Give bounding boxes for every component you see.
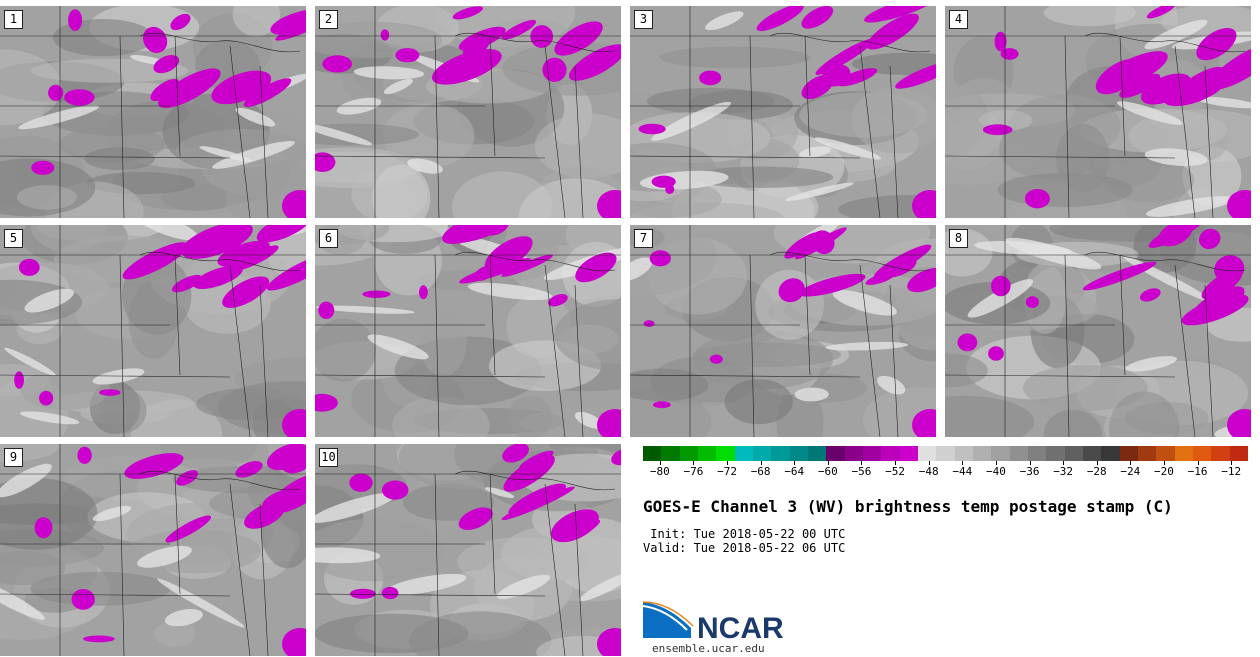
colorbar-tick-label: −28 [1086,465,1107,478]
colorbar-swatch [679,446,698,461]
colorbar-swatch [862,446,882,461]
colorbar-tick-mark [693,461,695,465]
colorbar-tick-label: −16 [1187,465,1208,478]
colorbar-tick-mark [962,461,964,465]
colorbar-tick-label: −44 [952,465,973,478]
ensemble-member-panel: 2 [315,6,621,218]
colorbar-tick-label: −40 [985,465,1006,478]
colorbar-tick-label: −80 [649,465,670,478]
colorbar-tick-mark [727,461,729,465]
colorbar-swatch [807,446,827,461]
colorbar-tick-label: −32 [1053,465,1074,478]
colorbar-swatch [917,446,937,461]
panel-number-label: 9 [4,448,23,467]
panel-number-label: 5 [4,229,23,248]
colorbar-swatch [716,446,735,461]
panel-number-label: 3 [634,10,653,29]
colorbar-tick-mark [995,461,997,465]
colorbar-swatch [697,446,717,461]
colorbar-swatch [826,446,845,461]
colorbar-swatch [936,446,955,461]
colorbar-tick-label: −64 [784,465,805,478]
panel-number-label: 7 [634,229,653,248]
ensemble-member-panel: 5 [0,225,306,437]
colorbar-swatch [1101,446,1120,461]
colorbar-swatch [954,446,973,461]
ncar-logo: NCAR [642,600,793,645]
colorbar-tick-label: −72 [717,465,737,478]
colorbar-tick-label: −60 [817,465,838,478]
colorbar-swatch [1156,446,1175,461]
colorbar-swatch [899,446,918,461]
colorbar-tick-mark [1096,461,1098,465]
colorbar-tick-mark [1197,461,1199,465]
colorbar-tick-mark [827,461,829,465]
colorbar-tick-mark [1063,461,1065,465]
colorbar-swatch [734,446,753,461]
panel-number-label: 4 [949,10,968,29]
colorbar-swatch [991,446,1010,461]
colorbar-swatch [1229,446,1248,461]
colorbar-swatch [972,446,992,461]
colorbar-swatch [789,446,808,461]
colorbar-swatch [1064,446,1083,461]
colorbar-tick-mark [659,461,661,465]
colorbar-tick-mark [1029,461,1031,465]
logo-url: ensemble.ucar.edu [652,642,765,655]
ensemble-member-panel: 1 [0,6,306,218]
colorbar [643,446,1248,461]
ensemble-member-panel: 9 [0,444,306,656]
colorbar-tick-mark [1163,461,1165,465]
colorbar-tick-label: −48 [918,465,939,478]
colorbar-tick-label: −20 [1154,465,1174,478]
panel-number-label: 10 [319,448,338,467]
panel-number-label: 8 [949,229,968,248]
ensemble-member-panel: 4 [945,6,1251,218]
colorbar-tick-label: −52 [885,465,906,478]
panel-number-label: 2 [319,10,338,29]
page-title: GOES-E Channel 3 (WV) brightness temp po… [643,497,1173,516]
panel-number-label: 6 [319,229,338,248]
ensemble-member-panel: 8 [945,225,1251,437]
colorbar-tick-label: −36 [1019,465,1040,478]
ensemble-member-panel: 7 [630,225,936,437]
colorbar-tick-mark [760,461,762,465]
colorbar-ticks: −80 −76 −72 −68 −64 −60 −56 −52 −48 −44 −40 −36 −32−… [643,461,1248,481]
colorbar-swatch [844,446,863,461]
colorbar-swatch [1211,446,1230,461]
colorbar-swatch [643,446,662,461]
colorbar-tick-label: −76 [683,465,704,478]
colorbar-tick-label: −56 [851,465,872,478]
colorbar-swatch [881,446,900,461]
colorbar-tick-mark [1231,461,1233,465]
colorbar-tick-mark [1130,461,1132,465]
colorbar-tick-label: −68 [750,465,771,478]
colorbar-tick-mark [861,461,863,465]
valid-time: Valid: Tue 2018-05-22 06 UTC [643,541,846,555]
ensemble-member-panel: 10 [315,444,621,656]
colorbar-tick-label: −24 [1120,465,1141,478]
colorbar-swatch [661,446,680,461]
init-time: Init: Tue 2018-05-22 00 UTC [643,527,846,541]
colorbar-tick-mark [794,461,796,465]
ensemble-member-panel: 3 [630,6,936,218]
ensemble-member-panel: 6 [315,225,621,437]
colorbar-swatch [1119,446,1138,461]
colorbar-swatch [1009,446,1028,461]
colorbar-swatch [1137,446,1157,461]
colorbar-swatch [1027,446,1047,461]
colorbar-swatch [1174,446,1193,461]
colorbar-swatch [1082,446,1102,461]
colorbar-swatch [1046,446,1065,461]
panel-number-label: 1 [4,10,23,29]
colorbar-tick-mark [895,461,897,465]
logo-text: NCAR [697,612,784,644]
colorbar-swatch [771,446,790,461]
colorbar-tick-mark [928,461,930,465]
colorbar-swatch [752,446,772,461]
colorbar-swatch [1192,446,1212,461]
colorbar-tick-label: −12 [1221,465,1242,478]
